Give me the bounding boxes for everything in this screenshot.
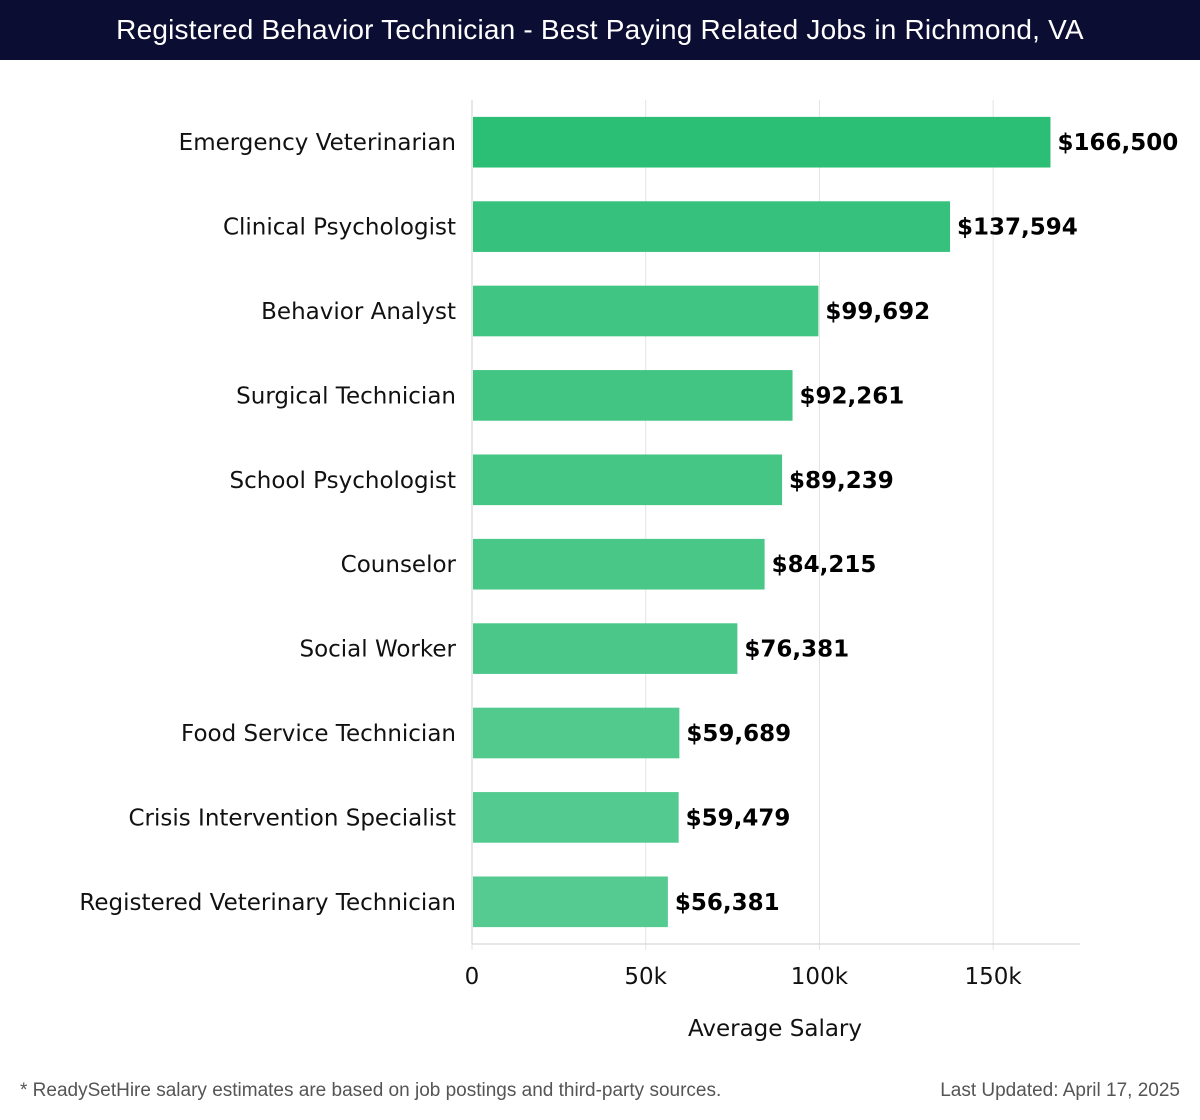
value-label: $59,479 xyxy=(686,805,791,831)
footer-last-updated: Last Updated: April 17, 2025 xyxy=(940,1080,1180,1101)
category-label: Clinical Psychologist xyxy=(223,215,456,241)
x-axis-title: Average Salary xyxy=(688,1016,862,1042)
x-tick-label: 50k xyxy=(624,964,667,990)
value-label: $166,500 xyxy=(1057,130,1178,156)
footer-note: * ReadySetHire salary estimates are base… xyxy=(20,1080,722,1101)
bar xyxy=(473,285,819,337)
category-label: Emergency Veterinarian xyxy=(179,130,456,156)
bar xyxy=(473,116,1051,168)
category-label: Counselor xyxy=(341,552,457,578)
chart-title: Registered Behavior Technician - Best Pa… xyxy=(116,14,1084,45)
bar xyxy=(473,707,680,759)
x-tick-label: 150k xyxy=(965,964,1023,990)
value-label: $84,215 xyxy=(772,552,877,578)
category-label: Food Service Technician xyxy=(181,721,456,747)
bar xyxy=(473,876,668,928)
value-label: $99,692 xyxy=(825,299,930,325)
bar xyxy=(473,454,783,506)
value-label: $89,239 xyxy=(789,468,894,494)
category-label: Surgical Technician xyxy=(236,383,456,409)
category-label: Registered Veterinary Technician xyxy=(79,890,456,916)
bar xyxy=(473,623,738,674)
title-bar: Registered Behavior Technician - Best Pa… xyxy=(0,0,1200,60)
bar xyxy=(473,538,765,590)
bars xyxy=(473,116,1051,928)
value-label: $137,594 xyxy=(957,215,1078,241)
bar-chart: 0 50k 100k 150k Emergency Veterinarian $166,5… xyxy=(79,100,1178,1042)
x-tick-label: 100k xyxy=(791,964,849,990)
bar xyxy=(473,792,679,843)
bar xyxy=(473,370,793,421)
axes: 0 50k 100k 150k Emergency Veterinarian $166,5… xyxy=(79,100,1178,990)
value-label: $59,689 xyxy=(686,721,791,747)
value-label: $56,381 xyxy=(675,890,780,916)
value-label: $76,381 xyxy=(744,637,849,663)
x-tick-label: 0 xyxy=(465,964,480,990)
category-label: School Psychologist xyxy=(230,468,456,494)
bar xyxy=(473,201,951,252)
category-label: Behavior Analyst xyxy=(261,299,456,325)
category-label: Social Worker xyxy=(299,637,456,663)
category-label: Crisis Intervention Specialist xyxy=(128,805,456,831)
value-label: $92,261 xyxy=(800,383,905,409)
